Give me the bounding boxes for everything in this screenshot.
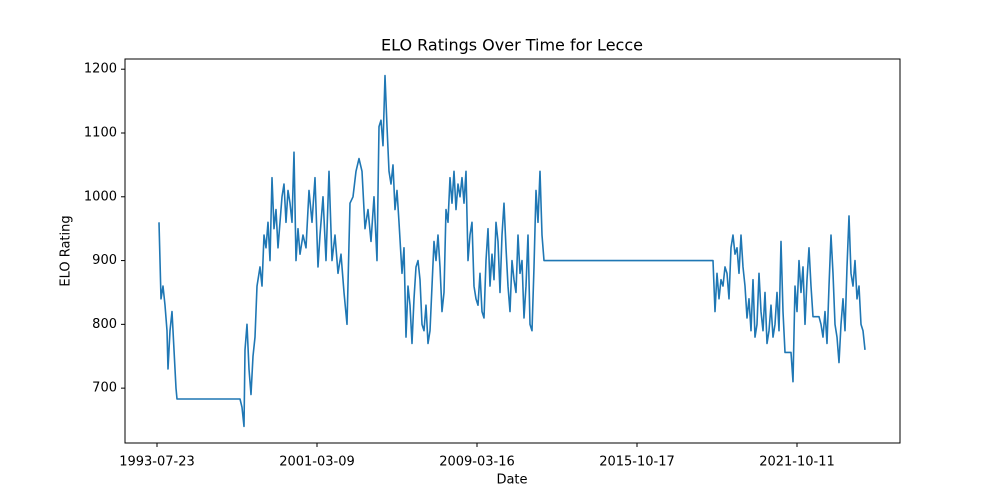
x-tick-label: 2021-10-11 xyxy=(759,455,835,470)
chart-title: ELO Ratings Over Time for Lecce xyxy=(381,36,643,55)
y-tick-label: 1200 xyxy=(84,62,117,77)
data-line xyxy=(158,74,866,428)
y-tick-label: 1100 xyxy=(84,125,117,140)
x-tick-label: 2009-03-16 xyxy=(439,455,515,470)
x-tick-label: 2001-03-09 xyxy=(279,455,355,470)
x-axis-label: Date xyxy=(496,473,527,488)
y-tick-label: 900 xyxy=(92,253,117,268)
plot-frame xyxy=(124,58,901,444)
y-axis-label: ELO Rating xyxy=(59,215,74,286)
y-tick-label: 800 xyxy=(92,317,117,332)
y-tick-label: 700 xyxy=(92,381,117,396)
x-tick-label: 2015-10-17 xyxy=(599,455,675,470)
y-tick-label: 1000 xyxy=(84,189,117,204)
x-tick-label: 1993-07-23 xyxy=(119,455,195,470)
